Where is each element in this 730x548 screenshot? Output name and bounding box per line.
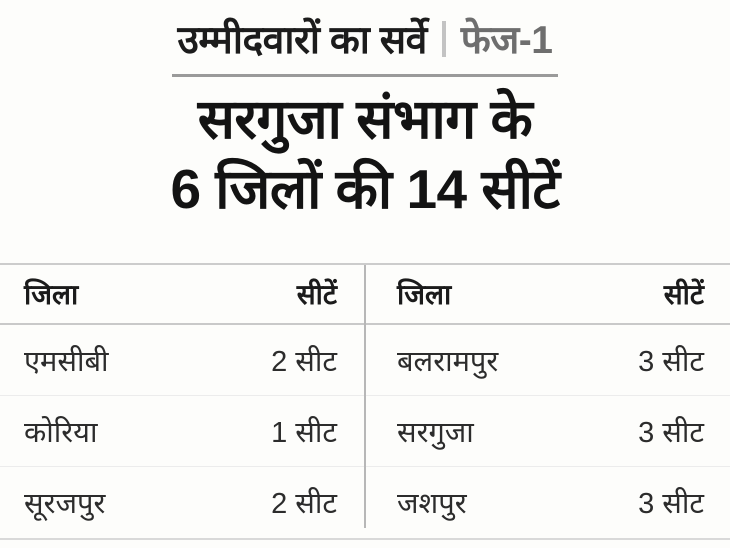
- main-title: सरगुजा संभाग के 6 जिलों की 14 सीटें: [0, 85, 730, 225]
- district-name: एमसीबी: [24, 345, 109, 378]
- table-row: जशपुर 3 सीट: [365, 467, 730, 538]
- district-name: सूरजपुर: [24, 488, 106, 520]
- seats-table: जिला सीटें एमसीबी 2 सीट कोरिया 1 सीट सूर…: [0, 263, 730, 540]
- district-name: कोरिया: [24, 416, 98, 449]
- table-row: कोरिया 1 सीट: [0, 396, 365, 467]
- column-header-seats: सीटें: [663, 279, 704, 310]
- table-row: सूरजपुर 2 सीट: [0, 467, 365, 538]
- seat-count: 3 सीट: [638, 488, 704, 520]
- main-title-line2: 6 जिलों की 14 सीटें: [170, 157, 560, 220]
- table-row: सरगुजा 3 सीट: [365, 396, 730, 467]
- column-header-district: जिला: [397, 279, 452, 310]
- seat-count: 3 सीट: [638, 345, 704, 378]
- table-header-row: जिला सीटें: [0, 265, 365, 325]
- seat-count: 2 सीट: [271, 488, 337, 520]
- seat-count: 3 सीट: [638, 416, 704, 449]
- seat-count: 2 सीट: [271, 345, 337, 378]
- column-header-district: जिला: [24, 279, 79, 310]
- table-left-half: जिला सीटें एमसीबी 2 सीट कोरिया 1 सीट सूर…: [0, 265, 365, 538]
- column-header-seats: सीटें: [296, 279, 337, 310]
- seat-count: 1 सीट: [271, 416, 337, 449]
- table-right-half: जिला सीटें बलरामपुर 3 सीट सरगुजा 3 सीट ज…: [365, 265, 730, 538]
- table-vertical-divider: [364, 265, 366, 528]
- district-name: जशपुर: [397, 488, 467, 520]
- table-header-row: जिला सीटें: [365, 265, 730, 325]
- phase-label: फेज-1: [460, 19, 553, 62]
- table-row: एमसीबी 2 सीट: [0, 325, 365, 396]
- kicker-wrap: उम्मीदवारों का सर्वे फेज-1: [0, 0, 730, 77]
- kicker-divider-bar: [441, 20, 446, 57]
- table-row: बलरामपुर 3 सीट: [365, 325, 730, 396]
- district-name: सरगुजा: [397, 416, 474, 449]
- district-name: बलरामपुर: [397, 345, 499, 378]
- survey-title: उम्मीदवारों का सर्वे: [177, 19, 428, 62]
- kicker: उम्मीदवारों का सर्वे फेज-1: [171, 12, 559, 77]
- main-title-line1: सरगुजा संभाग के: [197, 88, 533, 150]
